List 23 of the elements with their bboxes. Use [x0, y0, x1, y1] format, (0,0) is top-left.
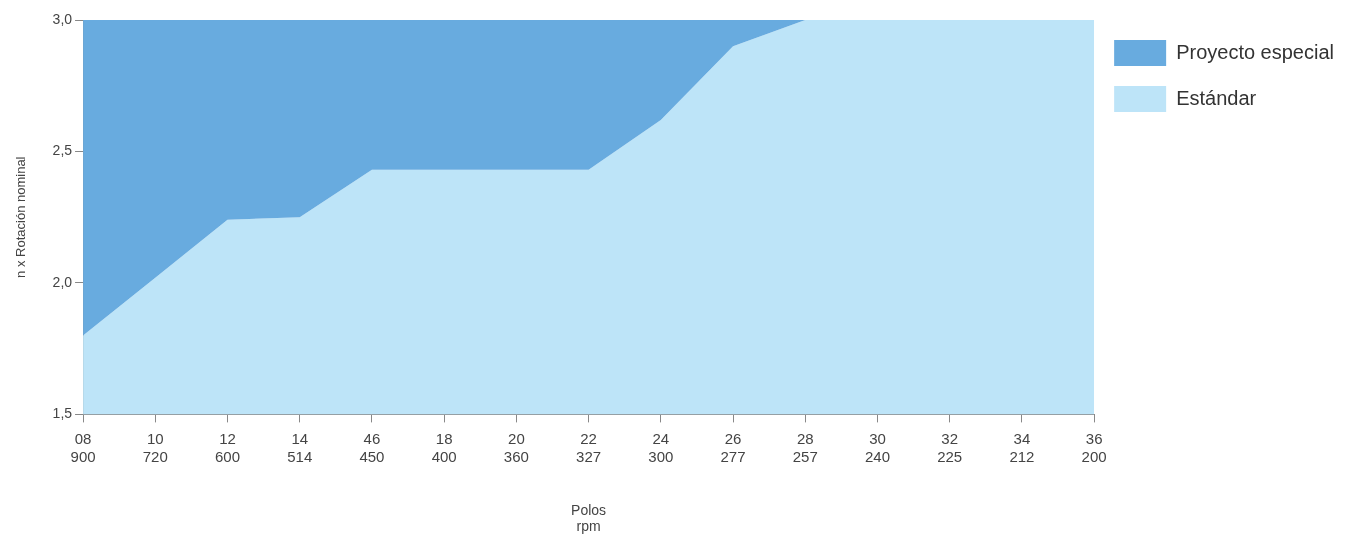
- y-tick-label: 1,5: [52, 405, 73, 422]
- x-tick-label: 20 360: [503, 429, 529, 465]
- x-tick-label: 36 200: [1081, 429, 1107, 465]
- x-tick-label: 24 300: [648, 429, 674, 465]
- x-axis-title: Polos rpm: [571, 501, 607, 535]
- legend-label: Estándar: [1176, 86, 1257, 109]
- y-axis-title: n x Rotación nominal: [13, 156, 29, 278]
- x-tick-label: 22 327: [576, 429, 602, 465]
- x-tick-label: 26 277: [720, 429, 746, 465]
- x-tick-label: 14 514: [287, 429, 313, 465]
- x-tick-label: 28 257: [792, 429, 818, 465]
- x-tick-label: 46 450: [359, 429, 385, 465]
- x-tick-label: 30 240: [864, 429, 890, 465]
- x-tick-label: 08 900: [70, 429, 96, 465]
- x-tick-label: 18 400: [431, 429, 457, 465]
- x-tick-label: 32 225: [937, 429, 963, 465]
- y-tick-label: 3,0: [52, 10, 73, 27]
- y-tick-label: 2,0: [52, 273, 73, 290]
- x-tick-label: 34 212: [1009, 429, 1035, 465]
- x-tick-label: 10 720: [142, 429, 168, 465]
- x-tick-label: 12 600: [214, 429, 241, 465]
- legend-label: Proyecto especial: [1176, 40, 1335, 63]
- y-tick-label: 2,5: [52, 142, 73, 159]
